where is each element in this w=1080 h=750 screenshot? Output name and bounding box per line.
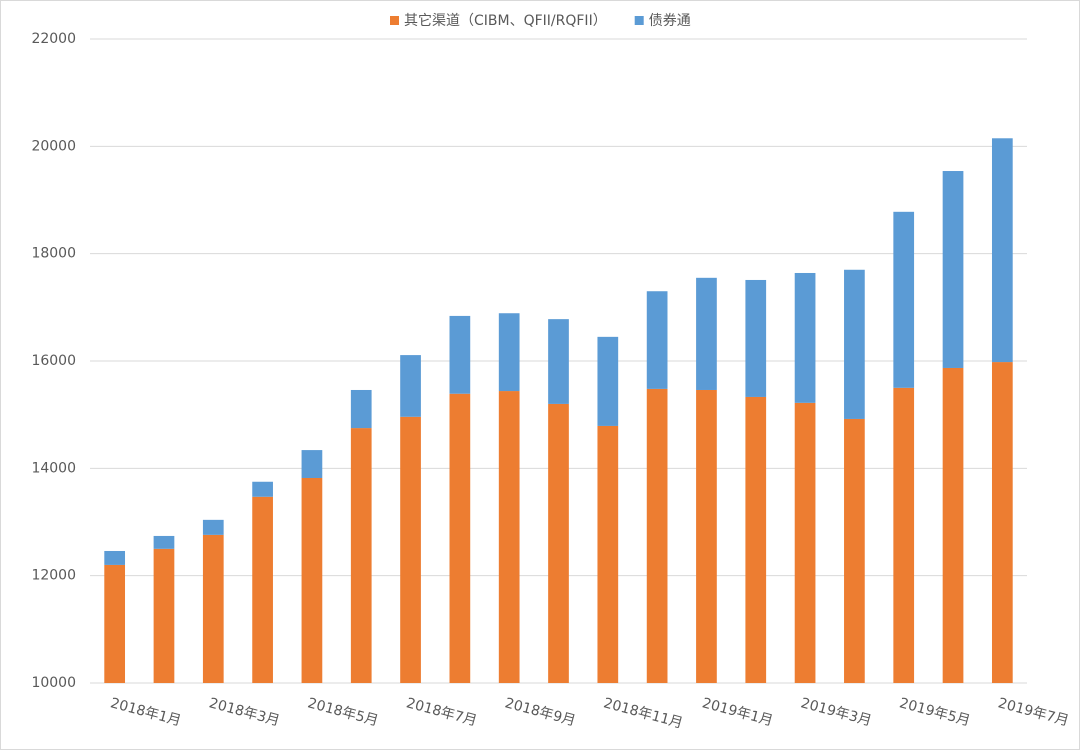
bar-segment (104, 564, 126, 683)
bar-segment (942, 171, 964, 368)
legend-swatch (634, 16, 644, 25)
y-tick-label: 18000 (31, 246, 76, 262)
bar-segment (794, 402, 816, 683)
bar-segment (646, 291, 668, 389)
legend-label: 债券通 (649, 13, 691, 29)
y-tick-label: 12000 (31, 568, 76, 584)
bar-segment (252, 496, 273, 683)
bar-segment (991, 362, 1013, 683)
bar-segment (202, 519, 224, 535)
y-tick-label: 14000 (31, 460, 76, 476)
bar-segment (646, 388, 668, 683)
bar-segment (548, 319, 569, 404)
bar-segment (794, 272, 816, 403)
bar-segment (696, 389, 717, 683)
bar-segment (844, 418, 865, 683)
bar-segment (548, 403, 569, 683)
bar-segment (745, 396, 767, 683)
bar-segment (893, 211, 915, 388)
y-tick-label: 16000 (31, 353, 76, 369)
bar-segment (696, 277, 717, 390)
bar-segment (350, 389, 372, 429)
bar-segment (301, 450, 323, 478)
bar-segment (449, 393, 471, 683)
bar-segment (449, 315, 471, 394)
bar-segment (745, 279, 767, 397)
bar-segment (893, 387, 915, 683)
bar-segment (597, 425, 619, 683)
legend-label: 其它渠道（CIBM、QFII/RQFII） (404, 12, 607, 29)
bar-segment (597, 336, 619, 426)
bar-segment (153, 535, 175, 549)
bar-segment (400, 355, 421, 417)
y-tick-label: 22000 (31, 31, 76, 47)
bar-segment (942, 367, 964, 683)
bar-segment (104, 550, 126, 565)
bar-segment (498, 313, 520, 392)
bar-segment (400, 416, 421, 683)
legend-swatch (390, 16, 399, 25)
bar-segment (153, 548, 175, 683)
bar-segment (991, 138, 1013, 363)
bar-segment (202, 534, 224, 683)
bar-segment (350, 428, 372, 683)
bar-segment (252, 481, 273, 497)
y-tick-label: 20000 (31, 138, 76, 154)
y-tick-label: 10000 (31, 675, 76, 691)
bar-segment (498, 391, 520, 683)
bar-segment (844, 269, 865, 419)
bar-segment (301, 477, 323, 683)
